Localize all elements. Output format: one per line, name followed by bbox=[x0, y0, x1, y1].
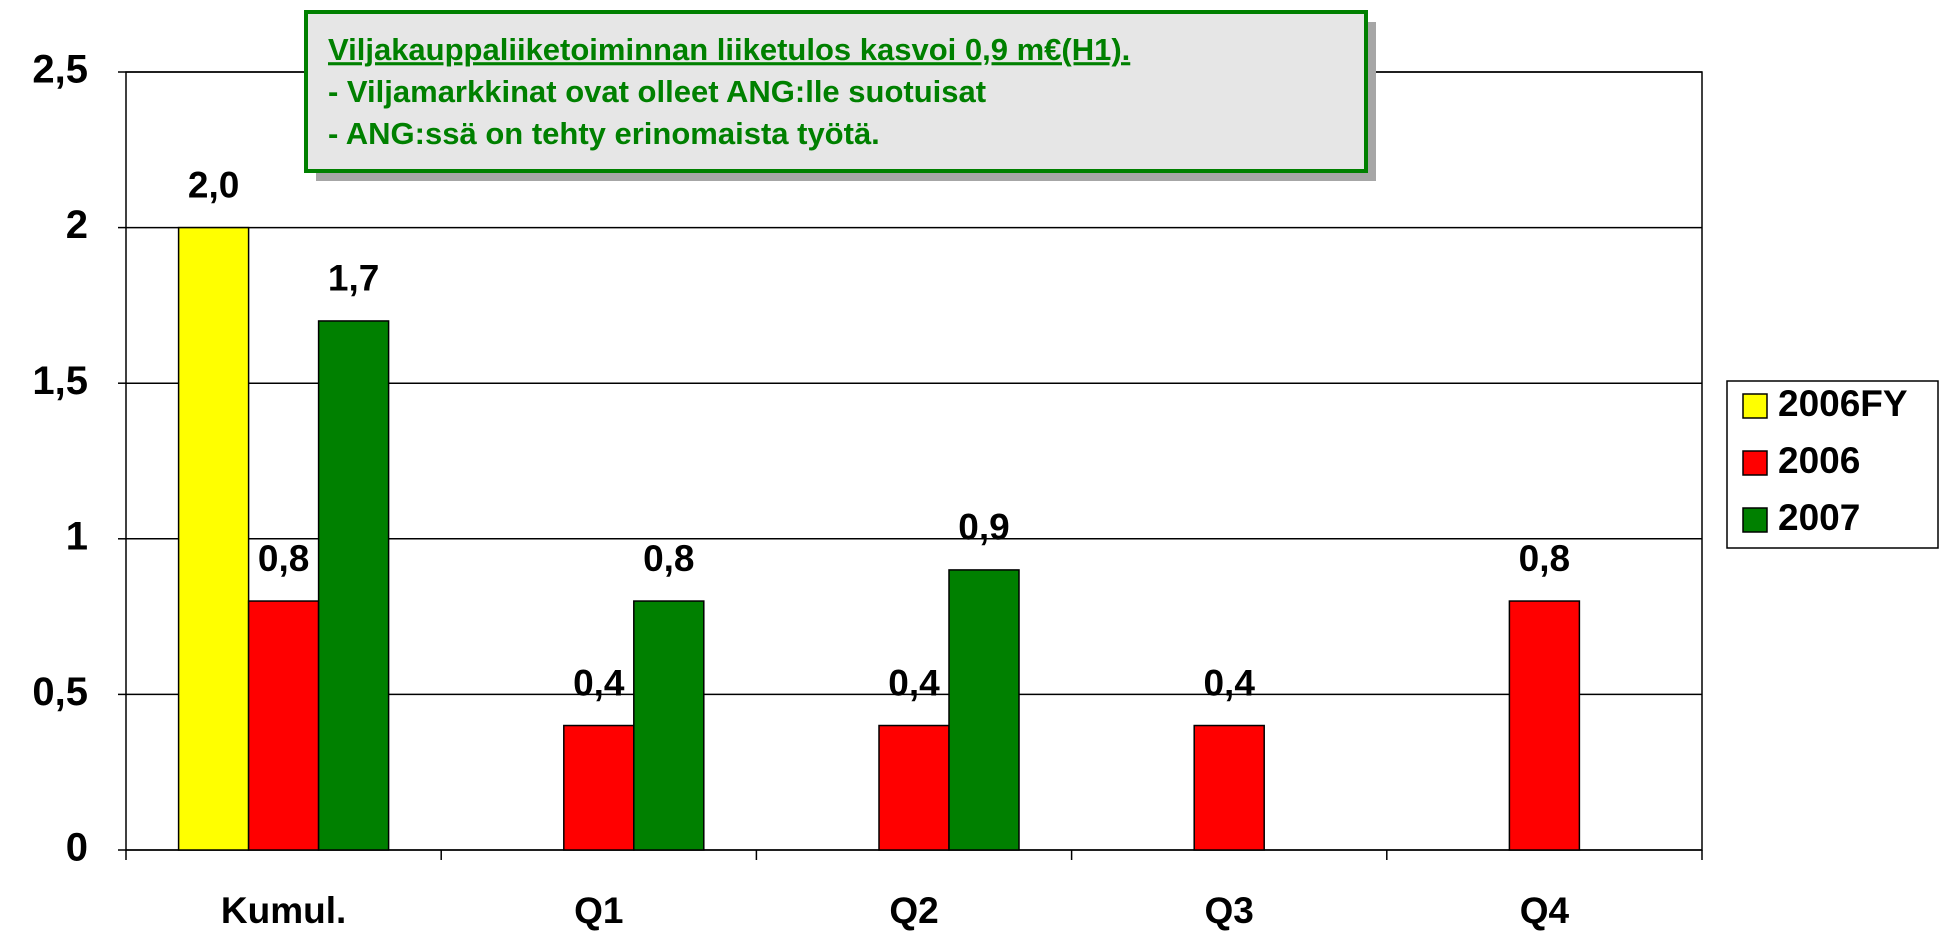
data-label: 1,7 bbox=[328, 258, 379, 299]
y-tick-label: 1 bbox=[66, 514, 88, 558]
data-label: 0,8 bbox=[1519, 538, 1570, 579]
bar bbox=[1193, 724, 1265, 851]
bar bbox=[878, 724, 950, 851]
y-tick-label: 0,5 bbox=[32, 670, 88, 714]
legend-label: 2007 bbox=[1778, 497, 1860, 538]
data-label: 0,8 bbox=[643, 538, 694, 579]
annotation-line: - ANG:ssä on tehty erinomaista työtä. bbox=[328, 116, 880, 151]
bar bbox=[247, 600, 320, 851]
data-label: 0,8 bbox=[258, 538, 309, 579]
legend-swatch bbox=[1742, 450, 1768, 476]
bar bbox=[177, 226, 250, 851]
y-tick-label: 0 bbox=[66, 826, 88, 870]
bar bbox=[633, 600, 705, 851]
legend-label: 2006 bbox=[1778, 440, 1860, 481]
x-tick-label: Q2 bbox=[889, 890, 938, 931]
data-label: 0,4 bbox=[888, 662, 940, 703]
x-tick-label: Q4 bbox=[1520, 890, 1570, 931]
bar bbox=[948, 569, 1020, 851]
data-label: 0,4 bbox=[573, 662, 625, 703]
legend-swatch bbox=[1742, 507, 1768, 533]
annotation-box bbox=[304, 10, 1368, 173]
data-label: 2,0 bbox=[188, 164, 239, 205]
x-tick-label: Q1 bbox=[574, 890, 623, 931]
bar bbox=[563, 724, 635, 851]
y-tick-label: 2 bbox=[66, 203, 88, 247]
annotation-line: Viljakauppaliiketoiminnan liiketulos kas… bbox=[328, 32, 1130, 67]
bar bbox=[1508, 600, 1581, 851]
legend-label: 2006FY bbox=[1778, 383, 1908, 424]
x-tick-label: Kumul. bbox=[221, 890, 346, 931]
y-tick-label: 1,5 bbox=[32, 359, 88, 403]
y-tick-label: 2,5 bbox=[32, 48, 88, 92]
legend-swatch bbox=[1742, 393, 1768, 419]
annotation-line: - Viljamarkkinat ovat olleet ANG:lle suo… bbox=[328, 74, 986, 109]
bar bbox=[317, 320, 390, 851]
data-label: 0,9 bbox=[958, 507, 1009, 548]
data-label: 0,4 bbox=[1203, 662, 1255, 703]
x-tick-label: Q3 bbox=[1205, 890, 1254, 931]
